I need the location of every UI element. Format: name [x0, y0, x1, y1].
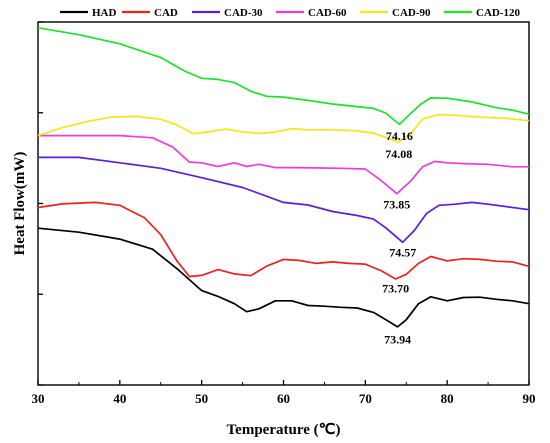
series-line-had — [37, 227, 530, 328]
series-line-cad-120 — [37, 26, 530, 126]
peak-label: 74.16 — [386, 129, 413, 143]
annotation-layer: 74.16 74.08 73.85 74.57 73.70 73.94 — [382, 129, 416, 346]
x-tick-label: 40 — [113, 391, 126, 406]
series-line-cad-60 — [38, 134, 529, 195]
legend-label-cad-30: CAD-30 — [224, 7, 263, 19]
x-tick-label: 80 — [441, 391, 454, 406]
peak-label: 73.85 — [383, 198, 410, 212]
plot-area: 74.16 74.08 73.85 74.57 73.70 73.94 30 40 50 60 7… — [32, 21, 536, 406]
x-tick-label: 70 — [359, 391, 372, 406]
y-axis — [38, 21, 43, 386]
legend: HAD CAD CAD-30 CAD-60 CAD-90 CAD-120 — [60, 7, 520, 19]
x-axis: 30 40 50 60 70 80 90 — [32, 380, 536, 406]
legend-label-had: HAD — [92, 7, 117, 19]
x-tick-label: 30 — [32, 391, 45, 406]
x-tick-label: 90 — [523, 391, 536, 406]
y-axis-title: Heat Flow(mW) — [12, 152, 28, 256]
legend-label-cad-60: CAD-60 — [308, 7, 347, 19]
legend-label-cad: CAD — [154, 7, 178, 19]
series-line-cad — [37, 201, 530, 280]
legend-label-cad-120: CAD-120 — [476, 7, 520, 19]
series-layer — [37, 26, 530, 328]
x-tick-label: 50 — [195, 391, 208, 406]
series-line-cad-30 — [38, 156, 530, 244]
legend-label-cad-90: CAD-90 — [392, 7, 431, 19]
series-line-cad-90 — [37, 113, 530, 144]
peak-label: 73.70 — [382, 281, 409, 295]
peak-label: 74.08 — [385, 147, 412, 161]
x-axis-title: Temperature (℃) — [227, 422, 341, 438]
x-tick-label: 60 — [277, 391, 290, 406]
peak-label: 74.57 — [389, 246, 416, 260]
peak-label: 73.94 — [384, 332, 411, 346]
